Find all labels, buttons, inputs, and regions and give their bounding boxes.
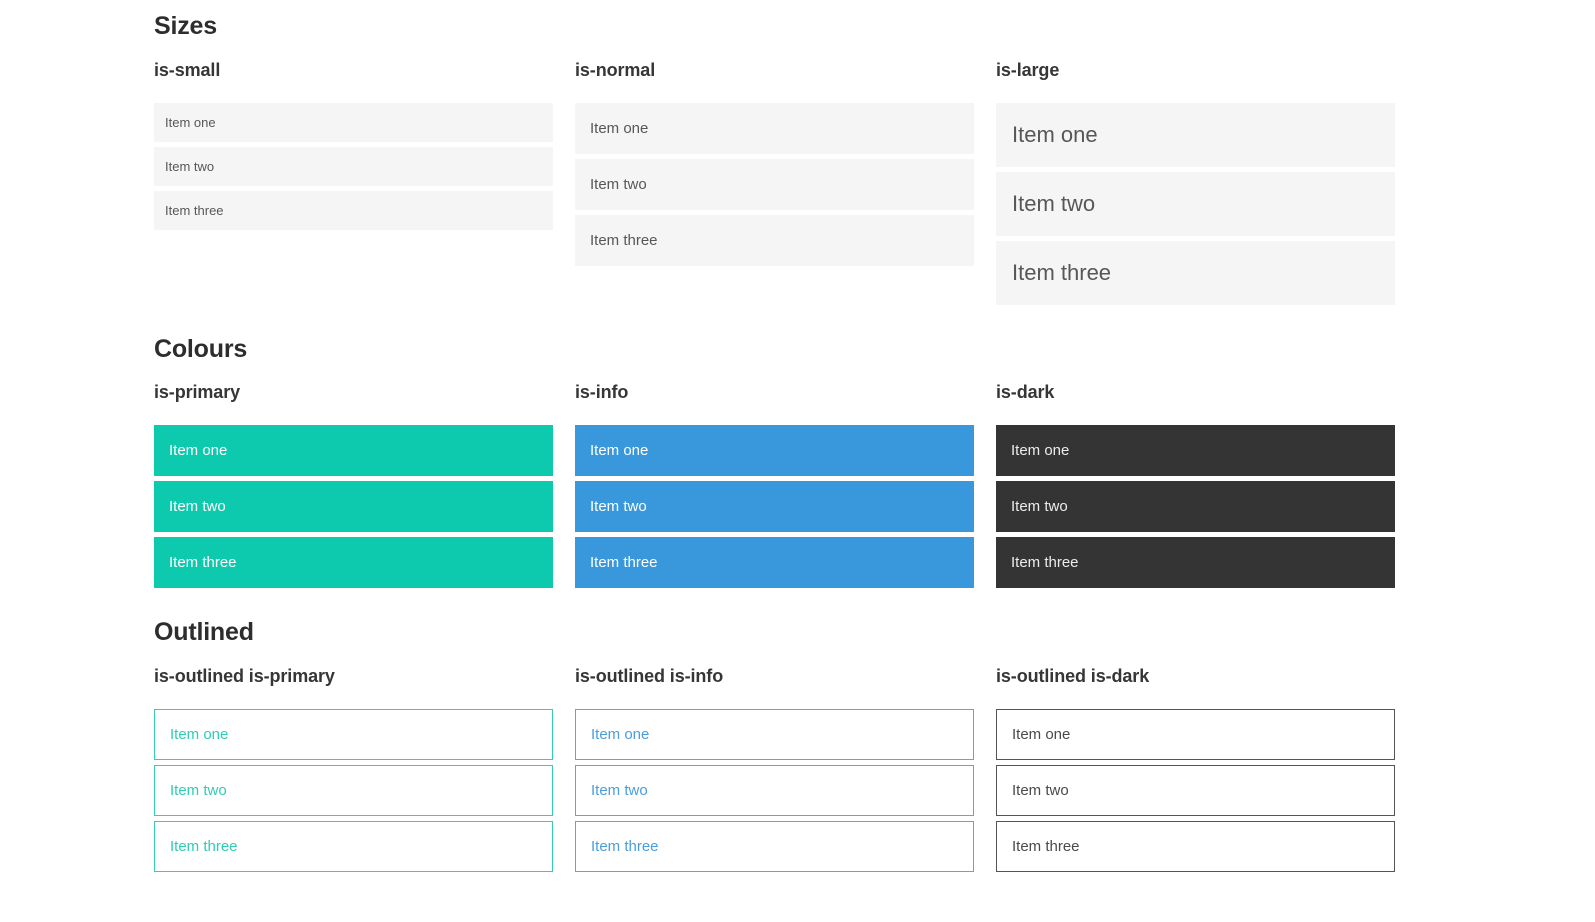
listbox-demo-page: Sizes is-small Item one Item two Item th… xyxy=(154,12,1395,877)
section-outlined: Outlined is-outlined is-primary Item one… xyxy=(154,618,1395,877)
section-title-colours: Colours xyxy=(154,334,248,363)
listbox-outlined-dark: Item one Item two Item three xyxy=(996,708,1395,872)
list-item[interactable]: Item one xyxy=(154,425,553,477)
list-item[interactable]: Item two xyxy=(575,764,974,816)
group-label-is-outlined-is-dark: is-outlined is-dark xyxy=(996,665,1150,686)
group-is-small: is-small Item one Item two Item three xyxy=(154,59,553,310)
sizes-row: is-small Item one Item two Item three is… xyxy=(154,59,1395,310)
group-label-is-normal: is-normal xyxy=(575,59,656,80)
list-item[interactable]: Item two xyxy=(154,764,553,816)
list-item[interactable]: Item two xyxy=(575,158,974,210)
list-item[interactable]: Item one xyxy=(575,708,974,760)
list-item[interactable]: Item three xyxy=(154,190,553,230)
list-item[interactable]: Item one xyxy=(575,425,974,477)
listbox-normal: Item one Item two Item three xyxy=(575,102,974,266)
group-is-outlined-is-dark: is-outlined is-dark Item one Item two It… xyxy=(996,665,1395,877)
list-item[interactable]: Item three xyxy=(575,820,974,872)
section-title-outlined: Outlined xyxy=(154,618,254,647)
group-is-normal: is-normal Item one Item two Item three xyxy=(575,59,974,310)
list-item[interactable]: Item two xyxy=(154,481,553,533)
group-label-is-small: is-small xyxy=(154,59,221,80)
listbox-large: Item one Item two Item three xyxy=(996,102,1395,305)
section-colours: Colours is-primary Item one Item two Ite… xyxy=(154,335,1395,594)
list-item[interactable]: Item three xyxy=(154,820,553,872)
listbox-dark: Item one Item two Item three xyxy=(996,425,1395,589)
list-item[interactable]: Item two xyxy=(575,481,974,533)
listbox-outlined-info: Item one Item two Item three xyxy=(575,708,974,872)
list-item[interactable]: Item three xyxy=(996,820,1395,872)
list-item[interactable]: Item one xyxy=(154,102,553,142)
list-item[interactable]: Item one xyxy=(996,708,1395,760)
group-label-is-primary: is-primary xyxy=(154,382,241,403)
list-item[interactable]: Item one xyxy=(154,708,553,760)
list-item[interactable]: Item three xyxy=(575,214,974,266)
list-item[interactable]: Item three xyxy=(575,537,974,589)
group-label-is-large: is-large xyxy=(996,59,1060,80)
list-item[interactable]: Item two xyxy=(996,171,1395,236)
group-is-dark: is-dark Item one Item two Item three xyxy=(996,382,1395,593)
list-item[interactable]: Item one xyxy=(575,102,974,154)
outlined-row: is-outlined is-primary Item one Item two… xyxy=(154,665,1395,877)
colours-row: is-primary Item one Item two Item three … xyxy=(154,382,1395,593)
section-sizes: Sizes is-small Item one Item two Item th… xyxy=(154,12,1395,310)
group-is-outlined-is-primary: is-outlined is-primary Item one Item two… xyxy=(154,665,553,877)
list-item[interactable]: Item three xyxy=(996,240,1395,305)
list-item[interactable]: Item two xyxy=(996,764,1395,816)
group-is-large: is-large Item one Item two Item three xyxy=(996,59,1395,310)
group-is-outlined-is-info: is-outlined is-info Item one Item two It… xyxy=(575,665,974,877)
listbox-primary: Item one Item two Item three xyxy=(154,425,553,589)
listbox-small: Item one Item two Item three xyxy=(154,102,553,230)
list-item[interactable]: Item two xyxy=(996,481,1395,533)
listbox-info: Item one Item two Item three xyxy=(575,425,974,589)
group-is-primary: is-primary Item one Item two Item three xyxy=(154,382,553,593)
list-item[interactable]: Item three xyxy=(996,537,1395,589)
group-is-info: is-info Item one Item two Item three xyxy=(575,382,974,593)
list-item[interactable]: Item two xyxy=(154,146,553,186)
listbox-outlined-primary: Item one Item two Item three xyxy=(154,708,553,872)
group-label-is-dark: is-dark xyxy=(996,382,1055,403)
list-item[interactable]: Item three xyxy=(154,537,553,589)
group-label-is-outlined-is-info: is-outlined is-info xyxy=(575,665,724,686)
section-title-sizes: Sizes xyxy=(154,12,217,40)
list-item[interactable]: Item one xyxy=(996,102,1395,167)
list-item[interactable]: Item one xyxy=(996,425,1395,477)
group-label-is-info: is-info xyxy=(575,382,629,403)
group-label-is-outlined-is-primary: is-outlined is-primary xyxy=(154,665,335,686)
